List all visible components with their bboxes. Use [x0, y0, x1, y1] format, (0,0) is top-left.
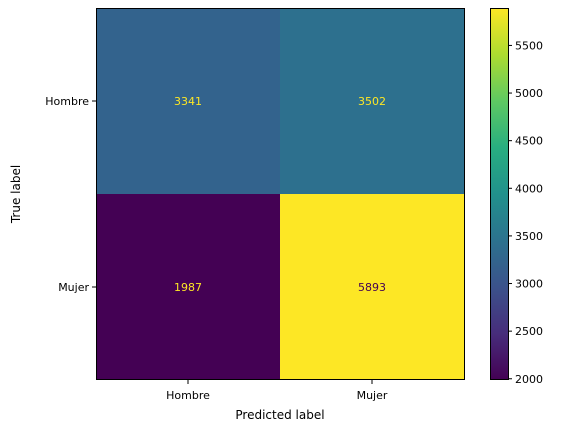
- colorbar-tick-label: 2000: [515, 373, 543, 386]
- heatmap-cell: [280, 194, 464, 380]
- x-tick-label: Hombre: [166, 389, 210, 402]
- heatmap-cell: [96, 194, 280, 380]
- cell-value-label: 3502: [358, 95, 386, 108]
- colorbar-gradient: [490, 8, 508, 380]
- x-tick-label: Mujer: [357, 389, 388, 402]
- colorbar-tick-label: 4500: [515, 135, 543, 148]
- colorbar-tick-label: 5500: [515, 39, 543, 52]
- x-axis-label: Predicted label: [235, 408, 324, 422]
- colorbar-tick-label: 4000: [515, 182, 543, 195]
- heatmap-cells: [96, 8, 464, 380]
- colorbar-tick-label: 2500: [515, 325, 543, 338]
- y-axis-label: True label: [9, 165, 23, 224]
- heatmap-cell: [96, 8, 280, 194]
- colorbar: 2000 2500 3000 3500 4000 4500 5000 5500: [490, 8, 543, 386]
- y-tick-label: Hombre: [45, 95, 89, 108]
- cell-value-label: 3341: [174, 95, 202, 108]
- colorbar-frame: [490, 8, 509, 380]
- colorbar-tick-label: 3500: [515, 230, 543, 243]
- x-axis: Hombre Mujer: [166, 380, 388, 402]
- plot-frame: [96, 8, 465, 380]
- heatmap-cell-labels: 3341 3502 1987 5893: [174, 95, 386, 294]
- colorbar-tick-label: 5000: [515, 87, 543, 100]
- heatmap-cell: [280, 8, 464, 194]
- colorbar-tick-label: 3000: [515, 278, 543, 291]
- colorbar-ticks: 2000 2500 3000 3500 4000 4500 5000 5500: [508, 39, 543, 386]
- y-tick-label: Mujer: [58, 281, 89, 294]
- cell-value-label: 5893: [358, 281, 386, 294]
- y-axis: Hombre Mujer: [45, 95, 96, 294]
- cell-value-label: 1987: [174, 281, 202, 294]
